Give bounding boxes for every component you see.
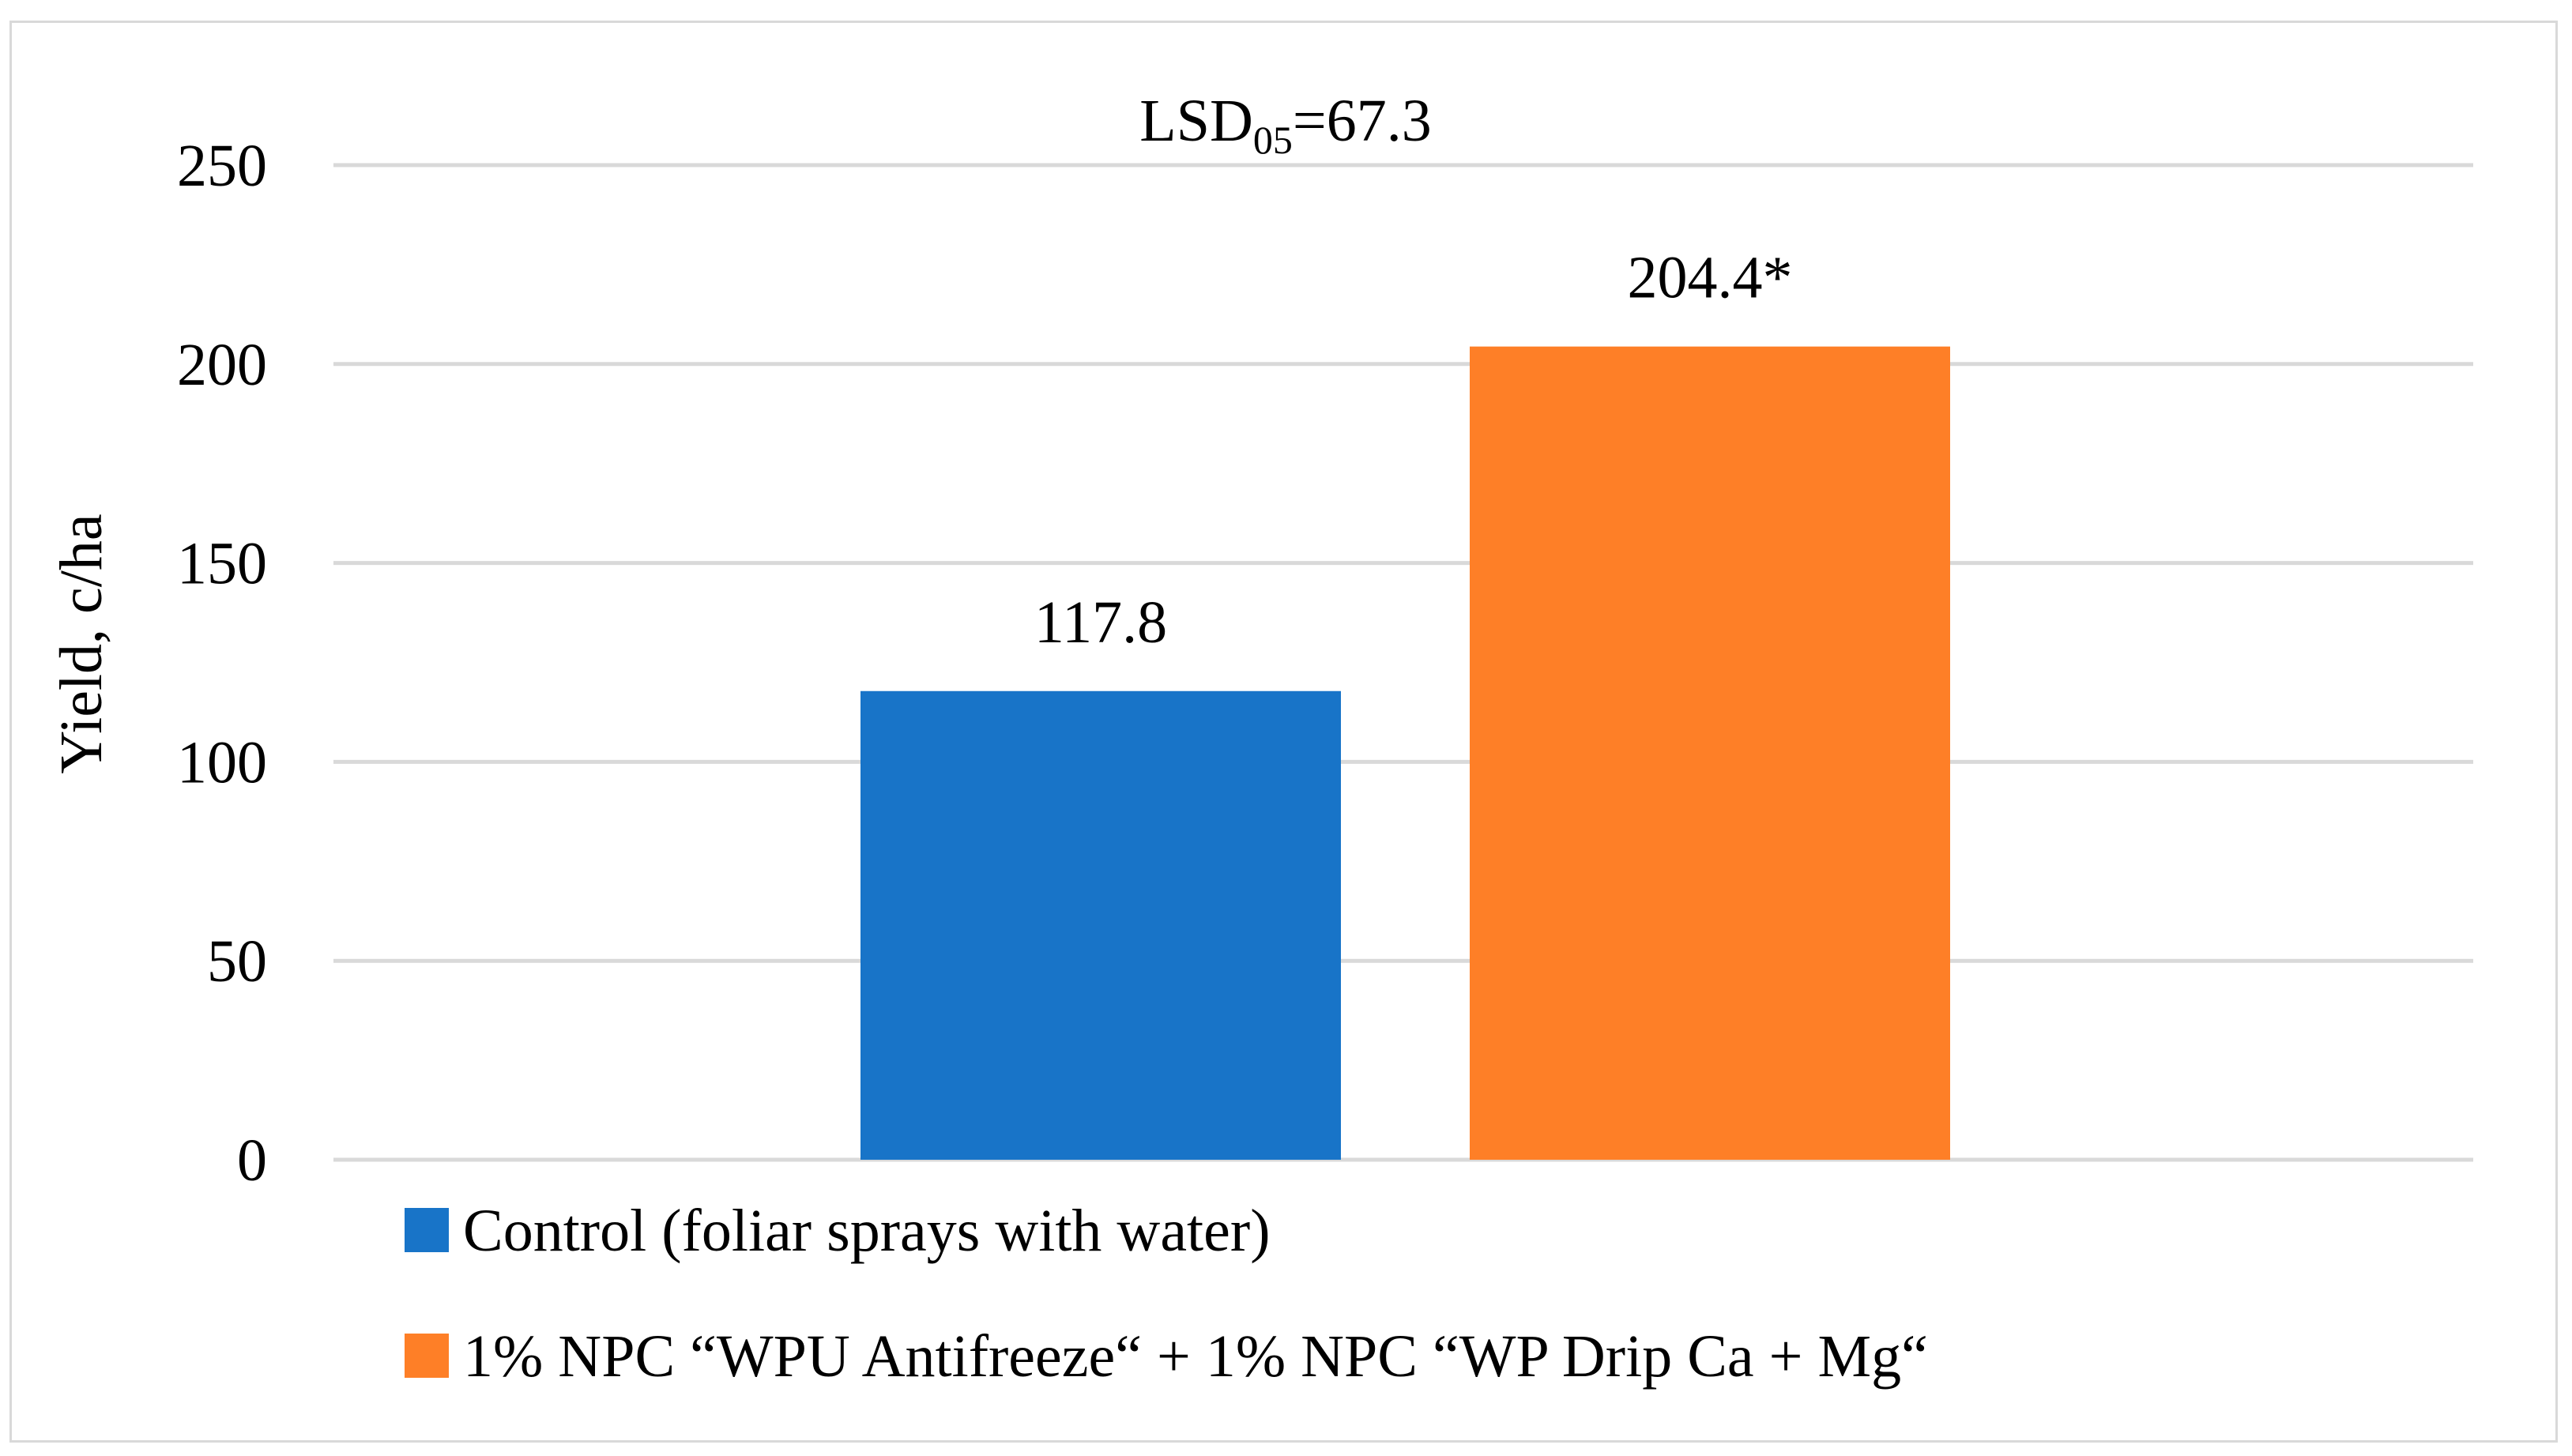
lsd-annotation: LSD05=67.3 [1139, 88, 1431, 162]
lsd-annotation-sub: 05 [1253, 118, 1293, 162]
data-label-2: 204.4* [1628, 245, 1793, 311]
data-labels: 117.8 204.4* [1034, 245, 1793, 656]
y-tick-label-0: 0 [237, 1127, 267, 1194]
legend-label-2: 1% NPC “WPU Antifreeze“ + 1% NPC “WP Dri… [463, 1323, 1928, 1390]
y-tick-label-150: 150 [177, 531, 267, 597]
lsd-annotation-main: LSD [1139, 88, 1253, 154]
y-axis-ticks: 0 50 100 150 200 250 [177, 133, 267, 1194]
gridlines [333, 163, 2473, 1162]
bar-2 [1470, 346, 1950, 1160]
y-tick-label-100: 100 [177, 729, 267, 796]
legend-label-1: Control (foliar sprays with water) [463, 1198, 1271, 1264]
lsd-annotation-rest: =67.3 [1293, 88, 1432, 154]
y-axis-label: Yield, c/ha [48, 514, 115, 773]
y-tick-label-200: 200 [177, 332, 267, 398]
y-tick-label-250: 250 [177, 133, 267, 199]
legend-swatch-1 [405, 1208, 449, 1252]
legend-swatch-2 [405, 1334, 449, 1378]
legend: Control (foliar sprays with water) 1% NPC… [405, 1198, 1928, 1390]
bars [860, 346, 1950, 1160]
y-tick-label-50: 50 [207, 928, 267, 995]
bar-1 [860, 690, 1341, 1160]
data-label-1: 117.8 [1034, 589, 1167, 656]
